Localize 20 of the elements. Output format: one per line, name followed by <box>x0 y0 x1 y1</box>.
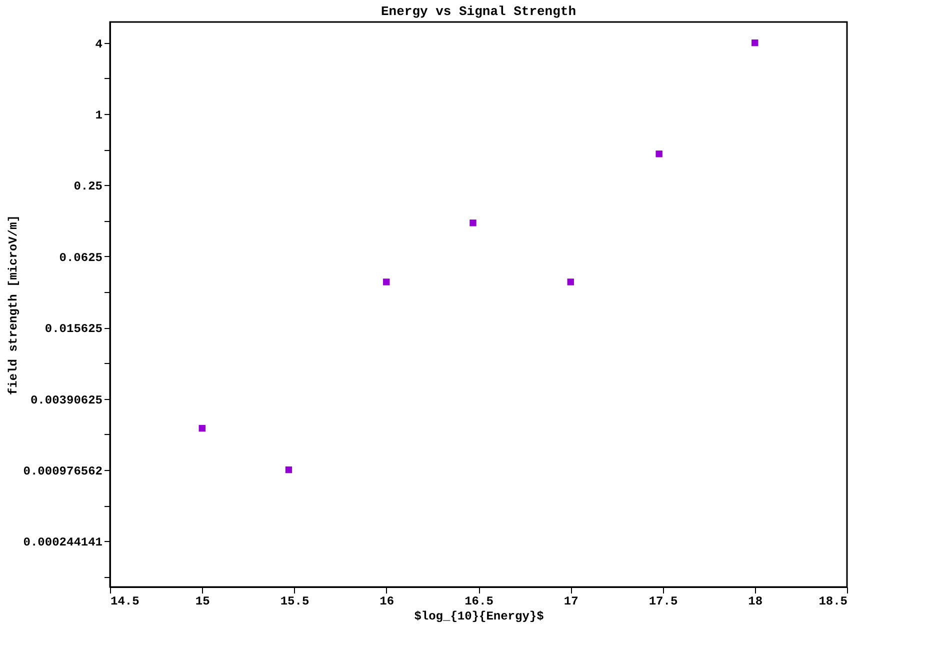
y-tick-label: 4 <box>95 37 102 52</box>
y-tick-label: 1 <box>95 108 102 123</box>
y-tick-label: 0.00390625 <box>30 393 102 408</box>
x-tick-label: 17.5 <box>648 594 678 608</box>
x-axis-title: $log_{10}{Energy}$ <box>414 610 544 624</box>
x-tick-label: 14.5 <box>110 594 140 608</box>
x-tick-label: 15.5 <box>280 594 310 608</box>
y-axis-title: field strength [microV/m] <box>6 214 20 396</box>
y-tick-label: 0.015625 <box>44 322 102 336</box>
x-tick-label: 16.5 <box>464 594 494 608</box>
y-tick-label: 0.000244141 <box>23 536 102 550</box>
x-tick-label: 18.5 <box>818 594 848 608</box>
y-tick-label: 0.000976562 <box>23 464 102 478</box>
y-tick-label: 0.25 <box>74 180 102 194</box>
x-tick-label: 18 <box>748 594 763 608</box>
x-tick-label: 17 <box>564 594 578 608</box>
y-tick-label: 0.0625 <box>59 250 102 265</box>
chart-title: Energy vs Signal Strength <box>380 4 576 19</box>
x-tick-label: 16 <box>380 594 394 608</box>
x-tick-label: 15 <box>195 594 210 608</box>
